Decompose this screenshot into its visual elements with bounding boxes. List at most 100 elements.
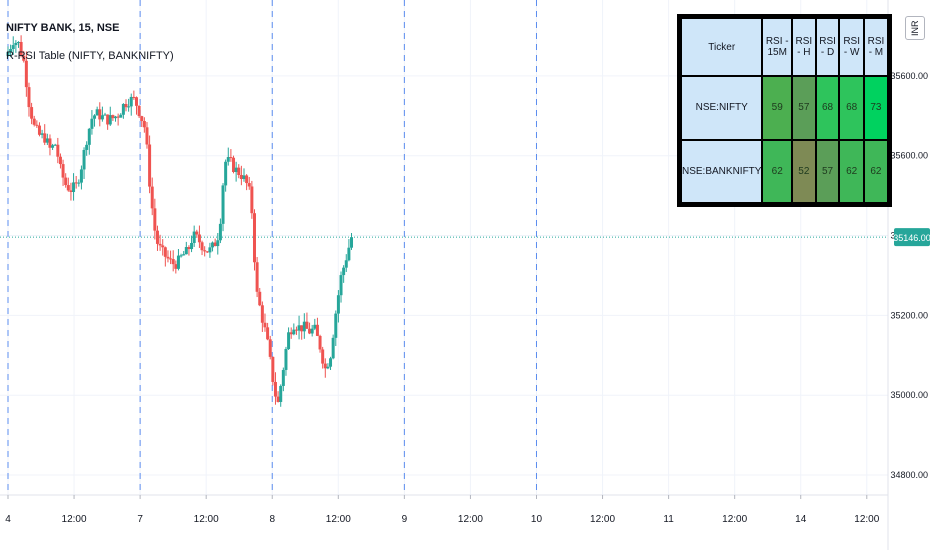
rsi-header-d: RSI - D: [816, 19, 839, 75]
candle: [124, 103, 128, 108]
candle: [313, 324, 317, 329]
candle: [342, 267, 346, 276]
candle: [66, 185, 70, 191]
current-price-label: 35146.00: [893, 228, 931, 247]
candle: [284, 349, 288, 370]
candle: [48, 138, 52, 148]
rsi-row-nifty: NSE:NIFTY 59 57 68 68 73: [682, 77, 887, 139]
candle: [321, 349, 325, 364]
candle: [308, 328, 312, 334]
candle: [350, 237, 354, 248]
rsi-header-h: RSI - H: [792, 19, 815, 75]
candle: [163, 247, 167, 257]
candle: [119, 114, 123, 118]
candle: [114, 116, 118, 119]
candle: [229, 157, 233, 159]
candle: [200, 242, 204, 251]
candle: [111, 115, 115, 119]
candle: [35, 124, 39, 126]
candle: [326, 366, 330, 369]
candle: [100, 115, 104, 120]
candle: [203, 250, 207, 252]
x-tick-label: 12:00: [854, 514, 879, 525]
candle: [30, 107, 34, 119]
price-axis[interactable]: 35600.0035600.0035400.0035200.0035000.00…: [890, 71, 928, 550]
candle: [145, 127, 149, 145]
x-tick-label: 14: [795, 514, 807, 525]
candle: [74, 182, 78, 184]
y-tick-label: 34800.00: [890, 470, 928, 480]
y-tick-label: 35600.00: [890, 151, 928, 161]
rsi-cell: 57: [816, 140, 839, 202]
x-tick-label: 11: [663, 514, 674, 525]
candle: [51, 145, 55, 148]
candlestick-series[interactable]: [6, 35, 354, 407]
x-tick-label: 12:00: [590, 514, 615, 525]
candle: [72, 182, 76, 193]
candle: [297, 325, 301, 331]
rsi-cell: 68: [840, 77, 863, 139]
rsi-header-m: RSI - M: [864, 19, 887, 75]
candle: [58, 156, 62, 165]
candle: [121, 103, 125, 115]
rsi-cell: 73: [864, 77, 887, 139]
candle: [289, 332, 293, 335]
candle: [329, 358, 333, 367]
candle: [103, 114, 107, 116]
candle: [43, 133, 47, 143]
candle: [153, 208, 157, 231]
indicator-title[interactable]: R-RSI Table (NIFTY, BANKNIFTY): [6, 50, 174, 62]
candle: [218, 223, 222, 241]
candle: [127, 106, 131, 108]
candle: [40, 133, 44, 135]
x-tick-label: 12:00: [458, 514, 483, 525]
candle: [318, 335, 322, 350]
candle: [266, 327, 270, 340]
candle: [176, 255, 180, 269]
candle: [132, 96, 136, 98]
candle: [90, 118, 94, 129]
symbol-title[interactable]: NIFTY BANK, 15, NSE: [6, 22, 120, 34]
candle: [169, 258, 173, 260]
time-axis[interactable]: 4 12:00 7 12:00 8 12:00 9 12:00 10 12:00 11 12:00 14…: [5, 495, 880, 525]
candle: [305, 321, 309, 329]
currency-badge[interactable]: INR: [905, 16, 925, 40]
candle: [56, 144, 60, 157]
candle: [247, 183, 251, 187]
rsi-cell: 52: [792, 140, 815, 202]
candle: [344, 260, 348, 268]
y-tick-label: 35600.00: [890, 71, 928, 81]
candle: [294, 329, 298, 331]
candle: [95, 109, 99, 116]
rsi-ticker-nifty: NSE:NIFTY: [682, 77, 762, 139]
candle: [16, 41, 20, 43]
candle: [300, 325, 304, 332]
candle: [281, 369, 285, 386]
x-tick-label: 12:00: [62, 514, 87, 525]
rsi-cell: 62: [763, 140, 791, 202]
candle: [310, 328, 314, 334]
candle: [271, 356, 275, 382]
candle: [77, 182, 81, 184]
candle: [32, 118, 36, 125]
candle: [187, 247, 191, 250]
candle: [195, 231, 199, 235]
candle: [182, 254, 186, 256]
candle: [142, 121, 146, 128]
candle: [260, 305, 264, 323]
candle: [184, 247, 188, 255]
candle: [347, 247, 351, 261]
candle: [273, 381, 277, 397]
rsi-cell: 57: [792, 77, 815, 139]
candle: [9, 49, 13, 53]
candle: [150, 186, 154, 209]
candle: [250, 186, 254, 214]
candle: [93, 115, 97, 119]
candle: [239, 175, 243, 180]
candle: [174, 264, 178, 269]
candle: [276, 396, 280, 402]
candle: [106, 114, 110, 125]
candle: [263, 322, 267, 328]
rsi-cell: 59: [763, 77, 791, 139]
